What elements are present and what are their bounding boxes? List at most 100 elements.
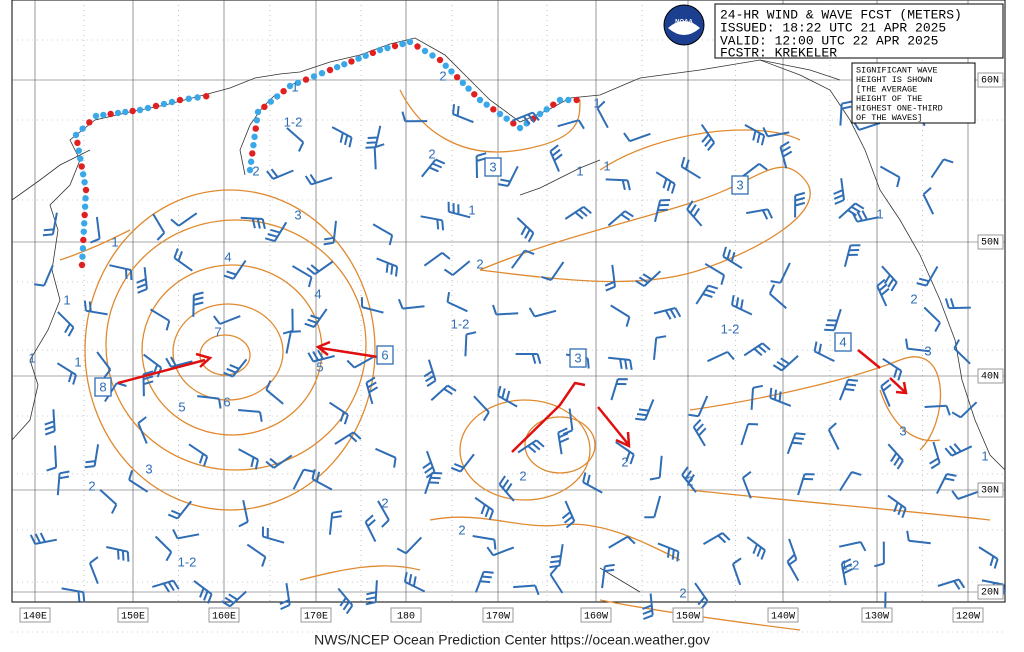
ice-dot xyxy=(79,125,86,132)
wind-barb xyxy=(615,441,635,465)
lat-label-box xyxy=(977,234,1004,250)
lat-label-box xyxy=(977,584,1004,600)
boxed-label: 3 xyxy=(489,159,496,174)
wind-barb xyxy=(197,395,222,409)
header-box xyxy=(714,3,1004,59)
issued: ISSUED: 18:22 UTC 21 APR 2025 xyxy=(720,20,946,35)
ice-dot xyxy=(326,66,334,74)
lat-label: 30N xyxy=(981,486,999,497)
ice-dot xyxy=(421,47,429,55)
wind-barb xyxy=(657,542,680,562)
wind-barbs xyxy=(29,98,1006,620)
boxed-label: 3 xyxy=(574,350,581,365)
wind-barb xyxy=(610,304,631,327)
wind-barb xyxy=(564,205,592,220)
wave-height: 2 xyxy=(621,454,628,469)
wind-barb xyxy=(192,291,204,317)
wind-barb xyxy=(695,284,719,305)
wind-barb xyxy=(46,445,58,472)
wind-barb xyxy=(951,490,980,500)
wind-barb xyxy=(882,357,903,381)
ice-dot xyxy=(86,119,93,126)
lon-label-box xyxy=(672,607,704,623)
wind-barb xyxy=(953,339,971,365)
wind-barb xyxy=(510,249,535,269)
ice-dot xyxy=(136,106,144,114)
wind-barb xyxy=(794,191,806,218)
wind-barb xyxy=(328,401,349,425)
wind-barb xyxy=(474,570,494,593)
ice-dot xyxy=(550,101,557,108)
ice-dot xyxy=(176,96,184,104)
ice-dot xyxy=(280,88,287,95)
hawaii xyxy=(599,567,641,593)
wave-height: 1 xyxy=(876,206,883,221)
wave-height: 2 xyxy=(686,473,693,488)
wind-barb xyxy=(334,431,362,445)
coastline-america xyxy=(759,59,1006,471)
wave-height: 1-2 xyxy=(178,554,197,569)
arrow xyxy=(117,352,213,385)
ice-dot xyxy=(503,115,510,122)
wind-barb xyxy=(743,342,771,357)
lon-label: 170E xyxy=(304,612,328,623)
lon-label: 180 xyxy=(397,612,415,623)
wind-barb xyxy=(561,500,576,529)
wind-barb xyxy=(786,432,806,455)
wind-barb xyxy=(833,178,845,205)
wave-height: 2 xyxy=(88,478,95,493)
wind-barb xyxy=(364,514,377,543)
ice-dot xyxy=(471,91,478,98)
ice-dot xyxy=(247,158,255,165)
lat-label: 20N xyxy=(981,588,999,599)
lon-label: 150W xyxy=(676,612,700,623)
ice-dot xyxy=(82,186,90,194)
wave-height: 2 xyxy=(910,291,917,306)
wind-barb xyxy=(824,308,842,332)
lon-label-box xyxy=(390,607,422,623)
ice-dot xyxy=(75,147,83,154)
ice-dot xyxy=(362,52,369,59)
wind-barb xyxy=(238,499,249,528)
ice-dot xyxy=(114,109,122,117)
wind-barb xyxy=(365,376,379,405)
wind-barb xyxy=(396,536,423,555)
boxed-label-box xyxy=(94,377,112,397)
wind-barb xyxy=(331,126,353,148)
wind-barb xyxy=(786,553,800,582)
wind-barb xyxy=(307,349,335,363)
wind-barb xyxy=(772,355,799,372)
ice-dot xyxy=(516,124,524,132)
ice-dot xyxy=(194,94,201,101)
ice-dot xyxy=(565,96,572,104)
wave-height: 5 xyxy=(316,359,323,374)
wind-barb xyxy=(557,427,570,455)
wind-barb xyxy=(797,473,815,496)
ice-dot xyxy=(442,62,449,69)
wave-height: 1-2 xyxy=(451,316,470,331)
wind-barb xyxy=(61,587,86,603)
wind-barb xyxy=(265,454,293,469)
wind-barb xyxy=(906,530,931,545)
note-line: HIGHEST ONE-THIRD xyxy=(856,103,943,113)
arrow xyxy=(315,340,379,359)
wave-height: 2 xyxy=(381,495,388,510)
wind-barb xyxy=(430,384,457,402)
wind-barb xyxy=(741,471,752,499)
wind-barb xyxy=(905,338,930,353)
wind-barb xyxy=(768,284,787,310)
ice-dot xyxy=(465,85,472,92)
ice-dot xyxy=(355,55,362,62)
ice-dot xyxy=(453,73,461,81)
ice-dot xyxy=(536,110,544,118)
wind-barb xyxy=(323,220,337,246)
wind-barb xyxy=(605,178,631,191)
ice-dot xyxy=(318,70,326,77)
wind-barb xyxy=(29,532,57,545)
wind-barb xyxy=(608,356,633,371)
ice-dot xyxy=(122,108,129,116)
wind-barb xyxy=(142,370,154,397)
wind-barb xyxy=(916,265,939,287)
lat-label-box xyxy=(977,482,1004,498)
